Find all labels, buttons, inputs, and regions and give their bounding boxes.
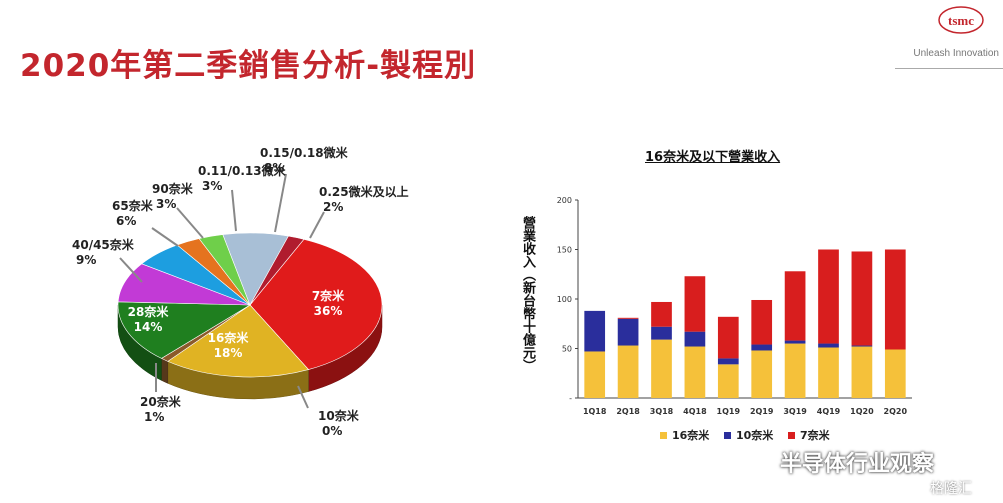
bar-4Q19-0 (818, 347, 839, 398)
x-tick-8: 1Q20 (850, 407, 874, 416)
bar-1Q20-0 (851, 346, 873, 398)
revenue-bar-chart: - 50 100 150 200 1Q18 2Q18 3Q18 4Q18 1Q19 2Q19 3Q1… (557, 196, 912, 442)
pie-slice-4 (117, 301, 252, 359)
legend-swatch-0 (660, 432, 667, 439)
pie-label-2: 16奈米 (208, 330, 250, 345)
x-tick-1: 2Q18 (616, 407, 640, 416)
bar-2Q18-1 (617, 318, 639, 346)
pie-label-4: 28奈米 (128, 304, 170, 319)
x-tick-0: 1Q18 (583, 407, 607, 416)
legend-label-1: 10奈米 (736, 428, 774, 442)
x-tick-5: 2Q19 (750, 407, 774, 416)
y-tick-0: - (569, 394, 572, 403)
pie-leader-7 (176, 207, 204, 239)
bar-1Q19-0 (717, 364, 739, 398)
bar-2Q19-0 (751, 350, 773, 398)
pie-pct-7: 3% (156, 197, 176, 211)
pie-slice-0 (249, 238, 383, 370)
bar-1Q19-1 (717, 358, 739, 365)
bar-2Q18-2 (617, 317, 639, 319)
x-tick-7: 4Q19 (817, 407, 841, 416)
pie-pct-10: 2% (323, 200, 343, 214)
pie-label-9: 0.15/0.18微米 (260, 145, 349, 160)
pie-pct-9: 8% (264, 161, 284, 175)
x-tick-6: 3Q19 (783, 407, 807, 416)
pie-pct-5: 9% (76, 253, 96, 267)
pie-pct-3: 1% (144, 410, 164, 424)
x-tick-9: 2Q20 (884, 407, 908, 416)
svg-text:tsmc: tsmc (948, 13, 974, 28)
bar-2Q20-0 (884, 349, 906, 398)
pie-pct-2: 18% (214, 346, 243, 360)
bar-4Q18-2 (684, 276, 706, 332)
y-tick-3: 150 (557, 246, 572, 255)
legend-label-0: 16奈米 (672, 428, 710, 442)
pie-leader-10 (309, 211, 325, 239)
pie-label-10: 0.25微米及以上 (319, 184, 409, 199)
pie-label-6: 65奈米 (112, 198, 154, 213)
legend-label-2: 7奈米 (800, 428, 831, 442)
pie-leader-6 (151, 227, 179, 247)
bar-2Q20-2 (884, 249, 906, 350)
pie-pct-4: 14% (134, 320, 163, 334)
page-title: 2020年第二季銷售分析-製程別 (20, 48, 477, 84)
bar-2Q18-0 (617, 345, 639, 398)
bar-1Q20-1 (851, 345, 873, 347)
bar-3Q19-1 (784, 340, 806, 344)
bar-4Q18-1 (684, 331, 706, 347)
watermark-sub: 格隆汇 (930, 481, 972, 497)
pie-label-7: 90奈米 (152, 181, 194, 196)
pie-slice-10 (249, 235, 305, 306)
brand-tagline: Unleash Innovation (913, 48, 999, 59)
pie-leader-9 (274, 173, 287, 233)
y-tick-4: 200 (557, 196, 572, 205)
bar-chart-title: 16奈米及以下營業收入 (645, 150, 781, 165)
bar-3Q19-2 (784, 271, 806, 341)
bar-4Q18-0 (684, 346, 706, 398)
x-tick-3: 4Q18 (683, 407, 707, 416)
pie-pct-6: 6% (116, 214, 136, 228)
bar-chart-ylabel: 營業收入（新台幣十億元） (520, 216, 535, 372)
pie-label-5: 40/45奈米 (72, 237, 135, 252)
bar-1Q20-2 (851, 251, 873, 346)
pie-pct-0: 36% (314, 304, 343, 318)
pie-label-0: 7奈米 (312, 288, 345, 303)
x-tick-4: 1Q19 (717, 407, 741, 416)
bar-2Q19-1 (751, 344, 773, 351)
pie-leader-5 (119, 257, 143, 283)
pie-label-3: 20奈米 (140, 394, 182, 409)
pie-pct-1: 0% (322, 424, 342, 438)
pie-label-1: 10奈米 (318, 408, 360, 423)
pie-pct-8: 3% (202, 179, 222, 193)
bar-1Q19-2 (717, 316, 739, 359)
process-pie-chart: 7奈米36%10奈米0%16奈米18%20奈米1%28奈米14%40/45奈米9… (72, 145, 409, 438)
watermark-text: 半导体行业观察 (780, 452, 935, 477)
bar-3Q18-0 (651, 339, 672, 398)
y-tick-2: 100 (557, 295, 572, 304)
bar-3Q18-2 (651, 301, 672, 327)
tsmc-logo: tsmc (938, 6, 984, 34)
bar-1Q18-1 (584, 310, 606, 352)
bar-3Q18-1 (651, 326, 672, 340)
legend-swatch-1 (724, 432, 731, 439)
pie-leader-8 (231, 189, 237, 232)
bar-4Q19-1 (818, 343, 839, 348)
header-divider (895, 68, 1003, 69)
pie-label-8: 0.11/0.13微米 (198, 163, 287, 178)
pie-slice-2 (167, 304, 310, 378)
bar-4Q19-2 (818, 249, 839, 344)
bar-1Q18-0 (584, 351, 606, 398)
legend-swatch-2 (788, 432, 795, 439)
bar-3Q19-0 (784, 343, 806, 398)
pie-side-3 (161, 358, 169, 384)
y-tick-1: 50 (562, 345, 572, 354)
x-tick-2: 3Q18 (650, 407, 674, 416)
pie-leader-1 (297, 385, 309, 409)
bar-2Q19-2 (751, 299, 773, 345)
